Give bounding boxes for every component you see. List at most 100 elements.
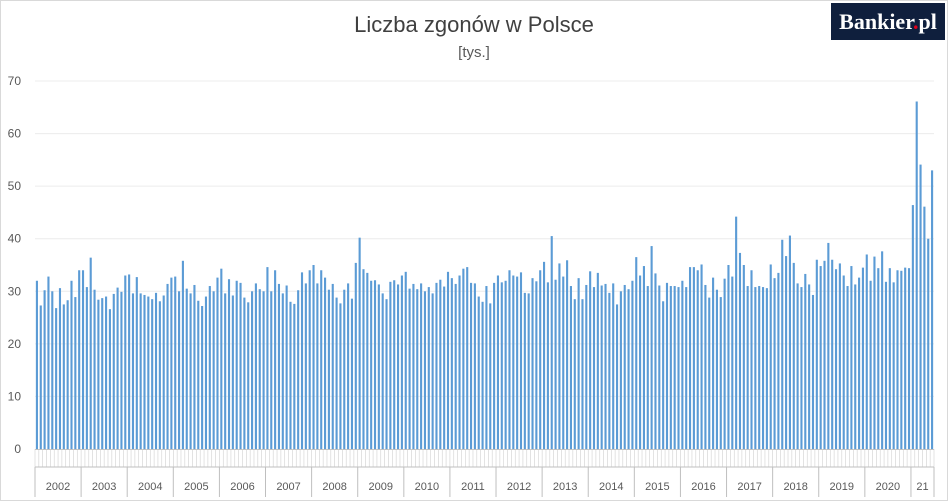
bar	[362, 269, 365, 449]
bar	[289, 301, 292, 449]
bar	[212, 291, 215, 449]
bar	[708, 297, 711, 449]
bar	[554, 279, 557, 449]
y-tick-label: 0	[14, 442, 21, 456]
year-label: 2011	[461, 481, 485, 493]
year-label: 2008	[322, 481, 346, 493]
bar	[639, 275, 642, 449]
bar	[719, 297, 722, 449]
bankier-logo: Bankier.pl	[831, 3, 945, 40]
bar	[174, 276, 177, 449]
bar	[804, 273, 807, 449]
bar	[573, 299, 576, 449]
bar	[254, 283, 257, 449]
bar	[231, 295, 234, 449]
bar	[135, 277, 138, 449]
bar	[915, 101, 918, 449]
bar	[589, 271, 592, 449]
bar	[542, 261, 546, 449]
bar	[112, 293, 115, 449]
bar	[861, 267, 864, 449]
bar	[496, 275, 500, 449]
bar	[489, 303, 492, 449]
bar	[546, 282, 549, 449]
bar	[566, 260, 569, 449]
bar	[147, 296, 150, 449]
bar	[51, 291, 54, 449]
bar	[366, 272, 369, 449]
bar	[266, 267, 269, 449]
bar	[62, 304, 65, 449]
bar	[158, 301, 161, 449]
bar	[735, 216, 738, 449]
bar	[781, 239, 784, 449]
bar	[819, 266, 822, 449]
bar	[927, 238, 930, 449]
year-label: 2016	[691, 481, 715, 493]
y-tick-label: 50	[8, 179, 22, 193]
bar	[128, 274, 131, 449]
bar	[627, 289, 630, 449]
bar	[877, 268, 880, 449]
bar	[673, 286, 676, 449]
bar	[658, 285, 661, 449]
bar	[842, 275, 845, 449]
bar	[834, 269, 838, 449]
bar	[339, 303, 342, 449]
bar	[101, 298, 104, 449]
bar	[696, 270, 699, 449]
bar	[162, 295, 165, 449]
bar	[193, 284, 196, 449]
bar	[712, 277, 715, 449]
bar	[420, 283, 423, 449]
bar	[473, 283, 476, 449]
bar	[97, 299, 100, 449]
bar	[838, 263, 841, 449]
bar	[665, 282, 669, 449]
bar	[404, 271, 407, 449]
bar	[178, 291, 181, 449]
bar	[631, 280, 634, 449]
bar	[58, 288, 62, 449]
bar	[412, 283, 415, 449]
bar	[773, 278, 776, 449]
bar	[477, 296, 480, 449]
bar	[385, 299, 388, 449]
year-label: 2014	[599, 481, 623, 493]
bar	[688, 267, 692, 449]
bar	[116, 287, 119, 449]
bar	[827, 242, 830, 449]
year-label: 2005	[184, 481, 208, 493]
bar	[907, 268, 911, 449]
bar	[458, 275, 461, 449]
bar	[423, 291, 427, 449]
bar	[243, 297, 246, 449]
bar	[320, 270, 323, 449]
bar	[823, 260, 826, 449]
bar	[558, 263, 561, 449]
bar	[393, 280, 396, 449]
bar	[769, 264, 772, 449]
bar	[854, 284, 857, 449]
bar	[481, 301, 484, 449]
bar	[485, 286, 488, 449]
bar	[462, 268, 465, 449]
bar	[704, 284, 707, 449]
bar	[892, 282, 895, 449]
bar	[201, 306, 204, 449]
y-tick-label: 40	[8, 232, 22, 246]
bar	[262, 291, 265, 449]
bar	[70, 280, 73, 449]
bar	[216, 277, 219, 449]
bar	[504, 280, 507, 449]
bar	[43, 290, 46, 449]
bar	[443, 286, 446, 449]
bar	[650, 246, 653, 449]
bar	[350, 298, 354, 449]
bar	[170, 277, 173, 449]
bar	[919, 164, 922, 450]
bar	[466, 267, 469, 449]
bar	[166, 283, 169, 449]
bar	[331, 283, 334, 449]
bar	[308, 270, 311, 449]
